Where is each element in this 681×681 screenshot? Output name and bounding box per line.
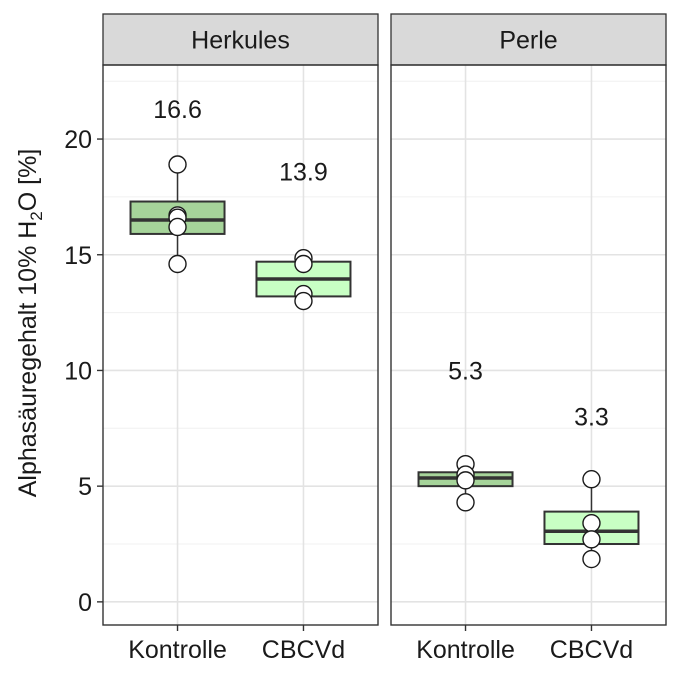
data-point xyxy=(294,291,313,311)
mean-label: 16.6 xyxy=(153,96,202,124)
facet-strip xyxy=(102,13,379,66)
data-point xyxy=(582,513,601,533)
data-point xyxy=(582,470,601,489)
facet-strip-title: Herkules xyxy=(191,27,290,55)
data-point xyxy=(582,549,601,569)
data-point xyxy=(294,254,313,274)
mean-label: 13.9 xyxy=(279,158,328,186)
y-tick-label: 15 xyxy=(64,242,92,270)
facet-panel-herkules: Herkules 16.6 Kontrolle 13.9 CBCVd xyxy=(102,13,379,664)
panel-background xyxy=(103,65,378,625)
data-point xyxy=(582,530,601,549)
y-tick-label: 0 xyxy=(78,589,92,617)
panel-border xyxy=(102,64,379,626)
mean-label: 3.3 xyxy=(574,404,609,432)
box-group-cbcvd: 13.9 CBCVd xyxy=(255,158,352,664)
x-tick-label: Kontrolle xyxy=(128,636,227,664)
facet-strip-title: Perle xyxy=(499,27,557,55)
box-group-kontrolle: 16.6 Kontrolle xyxy=(128,96,227,664)
box-group-kontrolle: 5.3 Kontrolle xyxy=(416,357,515,664)
y-tick-label: 20 xyxy=(64,126,92,154)
box-group-cbcvd: 3.3 CBCVd xyxy=(543,404,640,664)
facet-strip xyxy=(390,13,667,66)
mean-label: 5.3 xyxy=(448,357,483,385)
data-point xyxy=(168,155,187,174)
facet-panels: Herkules 16.6 Kontrolle 13.9 CBCVd Perle 5.3 Ko… xyxy=(102,13,667,664)
facet-panel-perle: Perle 5.3 Kontrolle 3.3 CBCVd xyxy=(390,13,667,664)
data-point xyxy=(168,217,187,237)
data-point xyxy=(456,493,475,512)
data-point xyxy=(456,471,475,490)
y-axis: 0 5 10 15 20 xyxy=(64,126,103,617)
y-axis-label: Alphasäuregehalt 10% H2O [%] xyxy=(14,149,46,498)
y-tick-label: 5 xyxy=(78,473,92,501)
data-point xyxy=(168,254,187,274)
y-tick-label: 10 xyxy=(64,357,92,385)
x-tick-label: CBCVd xyxy=(550,636,633,664)
x-tick-label: CBCVd xyxy=(262,636,345,664)
x-tick-label: Kontrolle xyxy=(416,636,515,664)
panel-border xyxy=(390,64,667,626)
